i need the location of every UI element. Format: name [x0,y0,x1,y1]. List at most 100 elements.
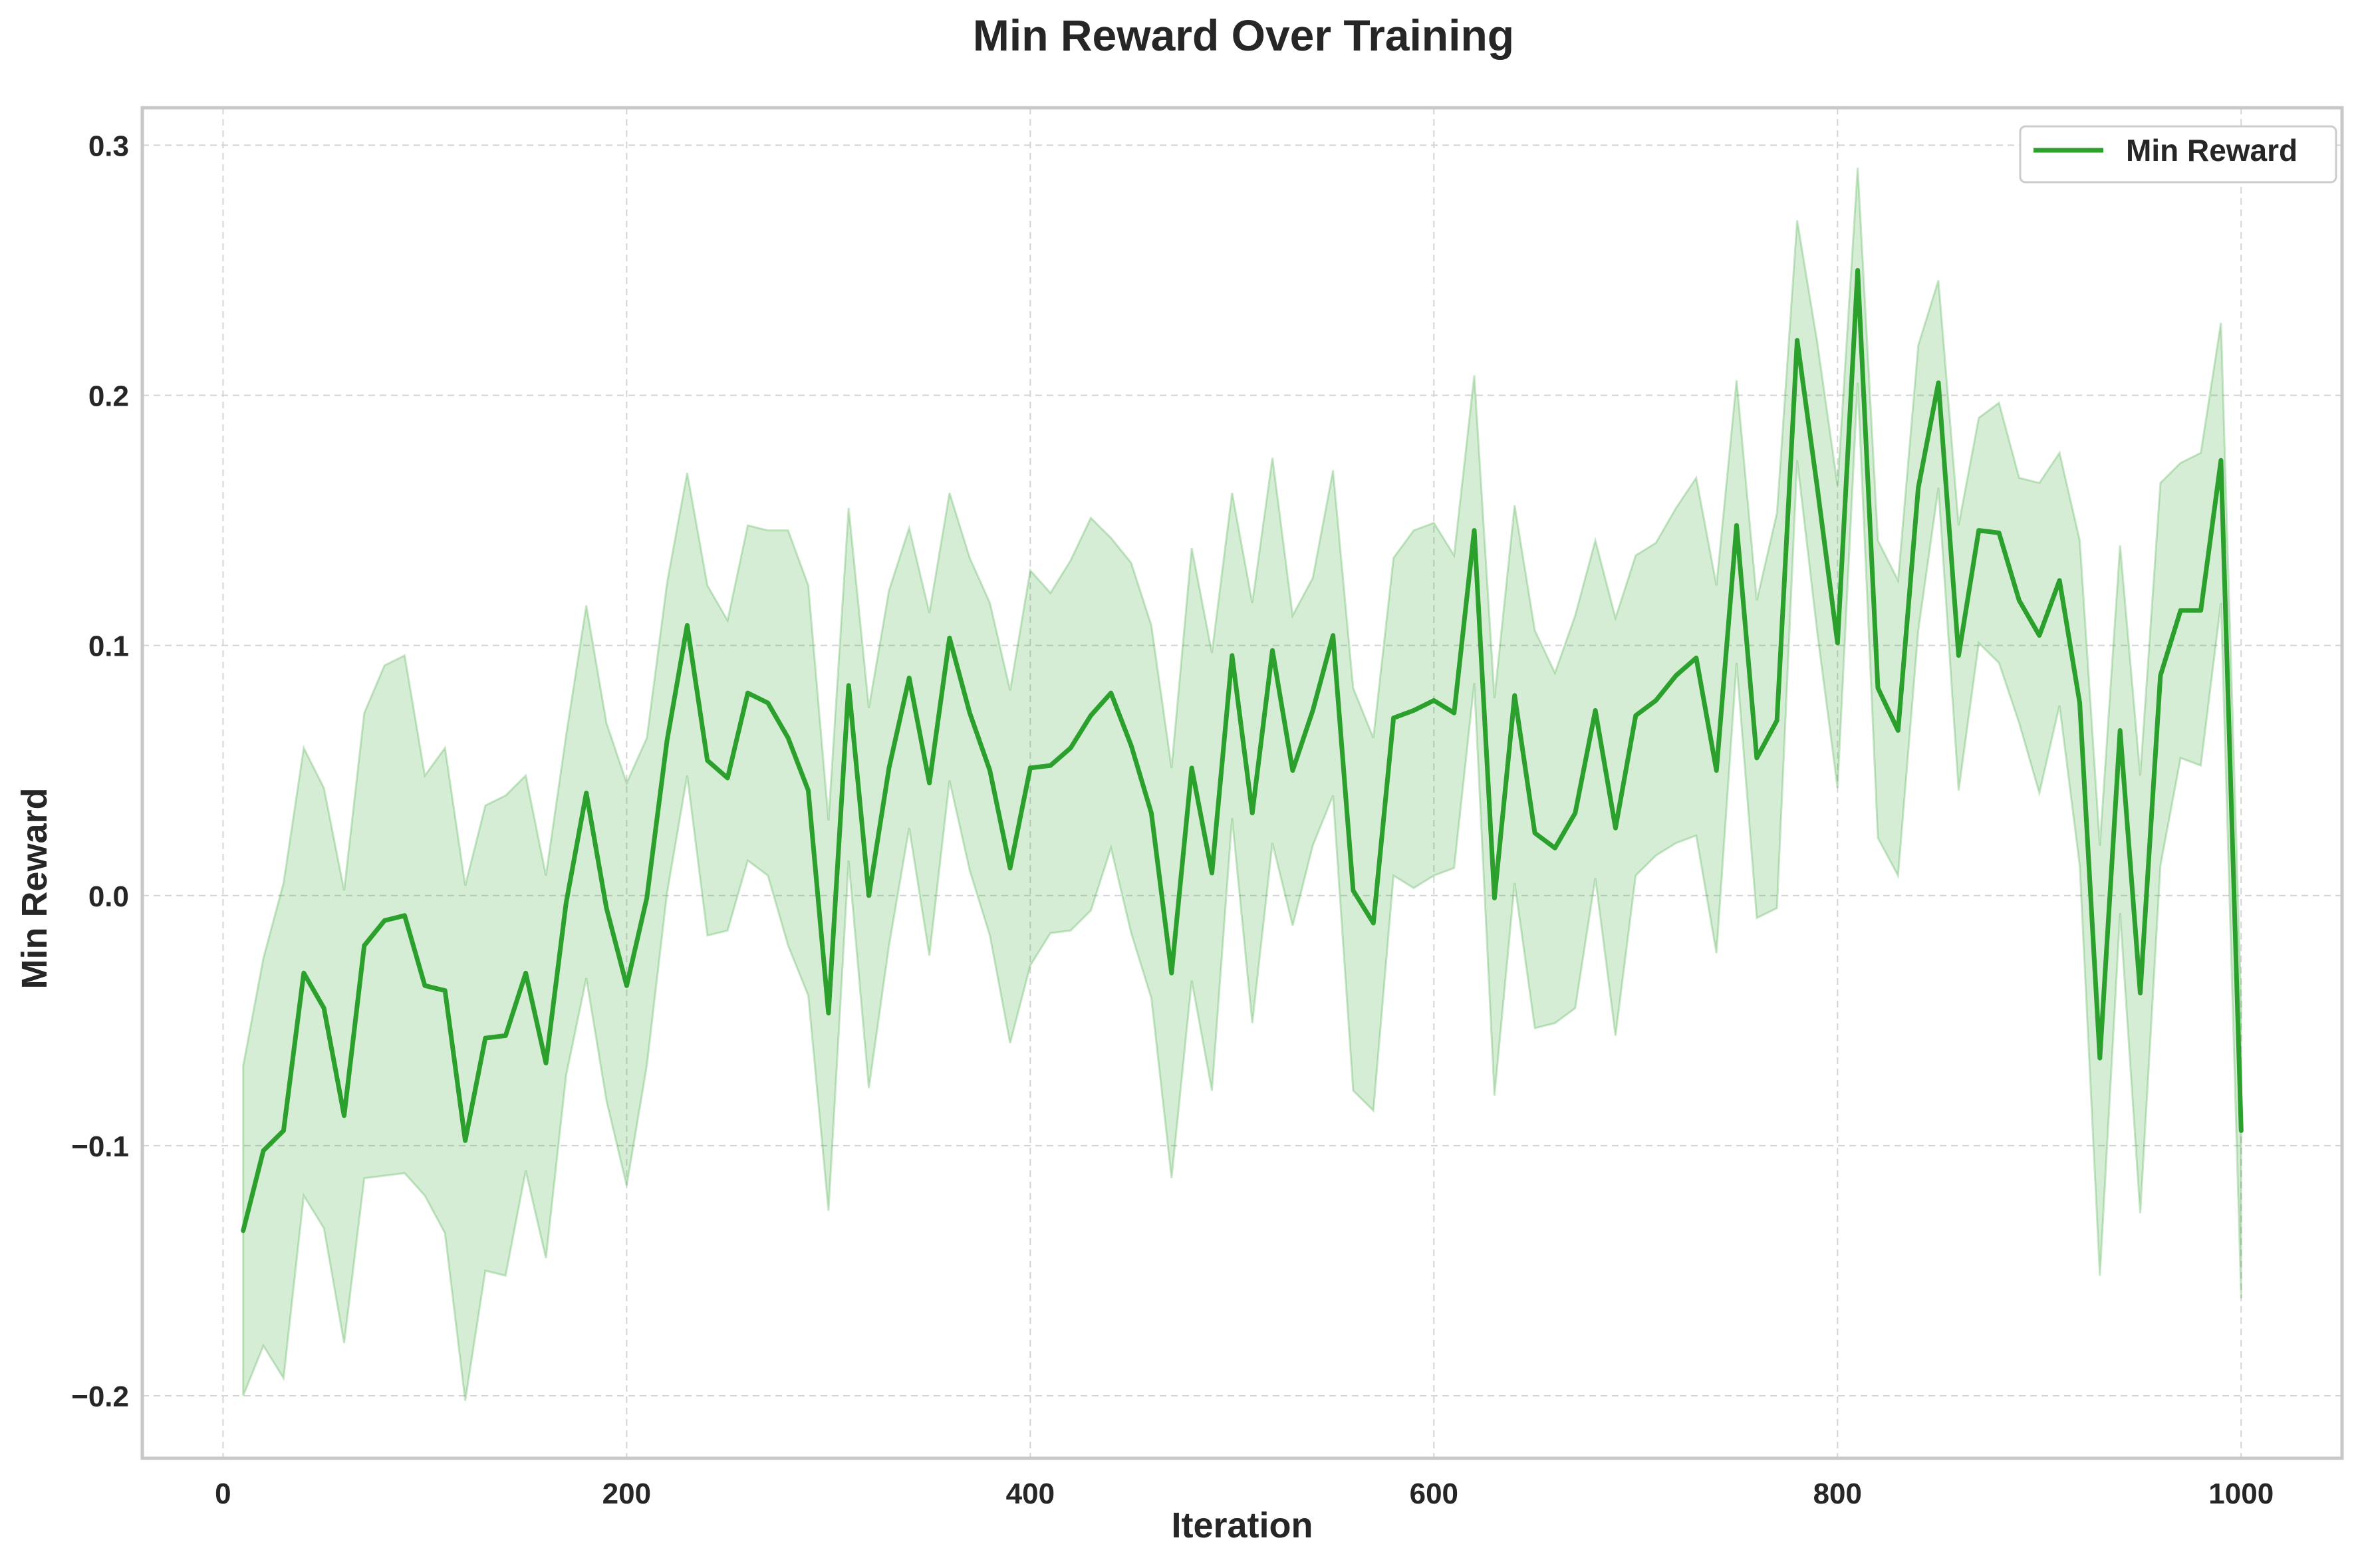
data-point [765,700,771,706]
data-point [1956,653,1961,658]
data-point [422,983,428,988]
data-point [1734,523,1740,528]
data-point [1774,718,1779,723]
y-tick-label: −0.1 [71,1130,129,1163]
data-point [2238,1128,2244,1133]
data-point [987,768,993,773]
data-point [1270,648,1275,653]
data-point [321,1005,327,1011]
data-point [1148,811,1154,816]
data-point [1128,743,1134,748]
data-point [523,970,529,976]
data-point [1532,831,1537,836]
data-point [301,970,307,976]
legend-box [2019,125,2337,184]
data-point [563,900,569,906]
data-point [906,676,912,681]
data-point [1290,768,1295,773]
data-point [442,988,448,993]
data-point [362,943,367,948]
data-point [1331,633,1336,638]
data-point [2037,633,2042,638]
legend-label-min-reward: Min Reward [2126,133,2297,168]
data-point [1391,716,1396,721]
data-point [2198,608,2204,613]
data-point [2218,457,2224,463]
data-point [543,1061,549,1066]
data-point [826,1011,831,1016]
y-tick-labels: −0.2 −0.1 0.0 0.1 0.2 0.3 [71,130,129,1413]
data-point [1007,865,1013,870]
data-point [1371,920,1376,926]
data-point [1633,713,1639,718]
x-tick-label: 1000 [2208,1478,2274,1510]
legend: Min Reward [2019,125,2337,184]
y-tick-label: 0.0 [88,880,129,913]
data-point [1593,708,1598,713]
data-point [2158,673,2163,678]
data-point [725,775,730,781]
data-point [382,918,387,923]
data-point [866,893,872,898]
series-line-min-reward [241,268,2244,1234]
data-point [1310,708,1315,713]
x-tick-label: 400 [1006,1478,1055,1510]
data-point [1411,708,1416,713]
data-point [1230,653,1235,658]
data-point [806,788,811,793]
data-point [261,1148,266,1153]
y-tick-label: 0.2 [88,380,129,413]
data-point [886,765,892,771]
data-point [846,683,851,688]
data-point [1088,713,1093,718]
data-point [1754,755,1760,761]
grid-lines [142,108,2342,1458]
y-tick-label: −0.2 [71,1380,129,1413]
data-point [967,710,972,716]
plot-frame [140,106,2344,1460]
data-point [644,896,650,901]
data-point [402,913,408,918]
data-point [1674,673,1679,678]
data-point [2016,598,2022,603]
data-point [1552,845,1557,850]
x-axis-label: Iteration [1171,1505,1313,1545]
data-point [1795,338,1800,343]
data-point [483,1035,488,1041]
data-point [1613,825,1618,831]
data-point [927,781,932,786]
data-point [1996,530,2002,535]
data-point [1189,765,1194,771]
data-point [1351,888,1356,893]
series-line-layer [241,268,2244,1234]
data-point [2178,608,2183,613]
x-tick-label: 0 [215,1478,231,1510]
data-point [664,738,670,743]
data-point [2138,990,2143,995]
data-point [2097,1055,2103,1061]
data-point [1109,690,1114,696]
data-point [1976,528,1982,533]
data-point [1027,765,1033,771]
data-point [1714,768,1719,773]
data-point [1512,693,1517,698]
data-point [1855,268,1861,273]
x-tick-label: 600 [1410,1478,1458,1510]
data-point [1431,698,1436,703]
data-point [2077,700,2083,706]
data-point [1472,528,1477,533]
data-point [624,983,629,988]
x-tick-label: 800 [1813,1478,1862,1510]
data-point [1573,811,1578,816]
data-point [241,1228,246,1234]
data-point [281,1128,286,1133]
data-point [604,906,609,911]
confidence-band [242,168,2242,1401]
data-point [1249,811,1255,816]
data-point [1815,485,1820,491]
data-point [1068,745,1073,751]
data-point [1875,686,1881,691]
